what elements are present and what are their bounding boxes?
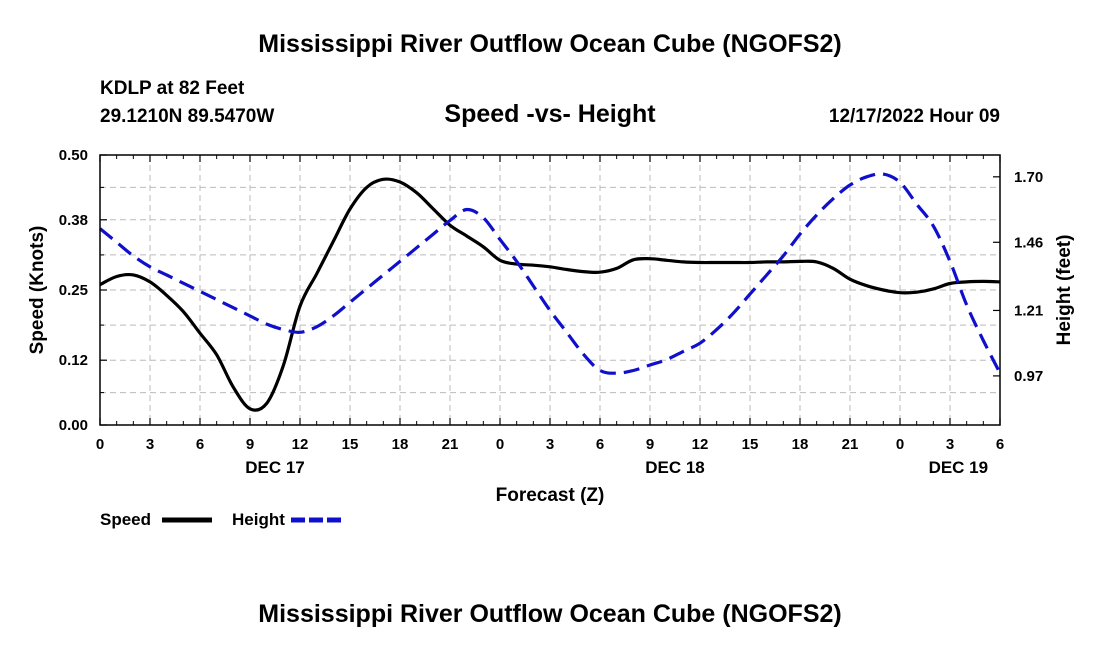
legend-speed-label: Speed	[100, 510, 152, 529]
x-tick-label: 6	[996, 436, 1004, 453]
y-tick-label: 0.50	[59, 147, 88, 164]
footer-title: Mississippi River Outflow Ocean Cube (NG…	[258, 600, 842, 628]
x-day-label: DEC 19	[929, 458, 989, 477]
y-tick-label: 0.00	[59, 417, 88, 434]
y-axis-title: Speed (Knots)	[27, 226, 48, 355]
x-tick-label: 3	[146, 436, 154, 453]
tick-layer	[99, 154, 1001, 426]
label-layer: 0 3 6 9 12 15 18 21 0 3 6 9 12 15 18 21 0 3 6 0.00 0.12 0.25 0…	[27, 147, 1075, 523]
y2-tick-label: 1.70	[1014, 169, 1043, 186]
y2-axis-title: Height (feet)	[1054, 235, 1075, 346]
x-tick-label: 12	[692, 436, 709, 453]
series-layer	[98, 172, 1002, 412]
x-tick-label: 0	[896, 436, 904, 453]
y2-tick-label: 1.46	[1014, 234, 1043, 251]
x-tick-label: 15	[742, 436, 759, 453]
x-tick-label: 21	[842, 436, 859, 453]
x-tick-label: 9	[646, 436, 654, 453]
chart-subtitle: Speed -vs- Height	[444, 100, 656, 128]
x-tick-label: 3	[546, 436, 554, 453]
x-axis-title: Forecast (Z)	[496, 485, 605, 506]
x-tick-label: 6	[196, 436, 204, 453]
y2-tick-label: 0.97	[1014, 368, 1043, 385]
x-tick-label: 6	[596, 436, 604, 453]
y-tick-label: 0.12	[59, 352, 88, 369]
forecast-datetime: 12/17/2022 Hour 09	[828, 106, 1000, 127]
x-day-label: DEC 17	[245, 458, 305, 477]
x-tick-label: 9	[246, 436, 254, 453]
x-tick-label: 0	[496, 436, 504, 453]
station-coordinates: 29.1210N 89.5470W	[100, 106, 275, 127]
y2-tick-label: 1.21	[1014, 302, 1043, 319]
x-day-label: DEC 18	[645, 458, 705, 477]
x-tick-label: 3	[946, 436, 954, 453]
series-line-height	[98, 172, 1002, 375]
legend-height-label: Height	[232, 510, 285, 529]
x-tick-label: 12	[292, 436, 309, 453]
y-tick-label: 0.38	[59, 212, 88, 229]
x-tick-label: 15	[342, 436, 359, 453]
x-tick-label: 18	[792, 436, 809, 453]
grid-layer	[100, 155, 1000, 425]
x-tick-label: 18	[392, 436, 409, 453]
station-label: KDLP at 82 Feet	[100, 78, 245, 99]
chart-main-title: Mississippi River Outflow Ocean Cube (NG…	[258, 30, 842, 58]
x-tick-label: 21	[442, 436, 459, 453]
series-line-speed	[99, 177, 1001, 412]
x-tick-label: 0	[96, 436, 104, 453]
y-tick-label: 0.25	[59, 282, 88, 299]
